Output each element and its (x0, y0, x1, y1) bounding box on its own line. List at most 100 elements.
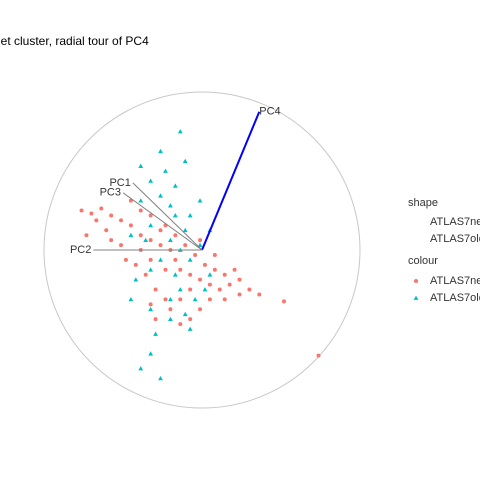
point (138, 198, 144, 203)
point (168, 307, 173, 312)
point (158, 228, 163, 233)
point (182, 311, 188, 317)
point (316, 353, 321, 358)
axis-line (201, 111, 261, 251)
point (104, 228, 109, 233)
point (212, 267, 217, 272)
point (128, 223, 133, 228)
point (168, 237, 173, 243)
chart-title: jet cluster, radial tour of PC4 (0, 34, 149, 48)
point (119, 218, 124, 223)
point (173, 233, 178, 238)
point (163, 168, 168, 173)
point (133, 277, 139, 282)
legend-title: shape (408, 197, 438, 209)
point (109, 213, 114, 218)
point (158, 375, 163, 381)
point (153, 287, 158, 292)
point (178, 297, 183, 302)
point (202, 287, 208, 292)
point (207, 272, 213, 277)
point (413, 295, 419, 300)
point (138, 208, 143, 213)
point (188, 272, 193, 277)
point (222, 297, 227, 302)
point (173, 257, 178, 262)
point (119, 243, 124, 248)
point (222, 272, 227, 277)
point (177, 287, 183, 292)
point (148, 178, 154, 183)
point (232, 267, 237, 272)
point (123, 257, 128, 262)
point (89, 211, 94, 216)
point (79, 208, 84, 213)
point (198, 277, 203, 282)
point (237, 292, 242, 297)
axis-label: PC2 (70, 244, 91, 256)
point (281, 299, 286, 304)
axis-label: PC3 (100, 187, 121, 199)
point (172, 183, 178, 188)
point (193, 252, 198, 257)
axis-line (122, 192, 203, 251)
point (198, 307, 203, 312)
point (168, 296, 173, 302)
legend-label: ATLAS7new (430, 216, 480, 228)
point (163, 297, 168, 302)
tour-circle (43, 91, 361, 409)
point (158, 148, 163, 154)
point (197, 198, 203, 203)
point (188, 287, 193, 292)
point (202, 262, 207, 267)
point (128, 296, 134, 302)
point (187, 213, 193, 218)
point (414, 279, 418, 283)
point (168, 316, 173, 322)
point (148, 351, 154, 356)
point (143, 272, 148, 277)
point (182, 227, 188, 233)
legend-label: ATLAS7old (430, 292, 480, 304)
point (148, 306, 154, 312)
point (158, 243, 163, 248)
point (172, 272, 178, 277)
point (153, 317, 158, 322)
point (148, 257, 153, 262)
point (128, 232, 134, 238)
point (217, 287, 222, 292)
point (148, 302, 153, 307)
point (227, 282, 232, 287)
point (148, 267, 154, 272)
legend-title: colour (408, 255, 438, 267)
point (257, 292, 262, 297)
point (188, 317, 193, 322)
point (138, 366, 144, 371)
point (84, 233, 89, 238)
point (207, 297, 212, 302)
point (187, 326, 193, 331)
point (138, 163, 144, 168)
point (143, 237, 149, 243)
point (187, 257, 193, 262)
point (148, 222, 154, 228)
point (212, 252, 217, 257)
legend-label: ATLAS7old (430, 233, 480, 245)
points (79, 129, 321, 381)
axis-line (132, 182, 203, 251)
point (99, 206, 104, 211)
point (133, 262, 138, 267)
point (197, 242, 203, 247)
point (158, 257, 163, 262)
point (247, 287, 252, 292)
point (178, 267, 183, 272)
point (158, 193, 163, 198)
point (177, 129, 183, 134)
point (138, 233, 143, 238)
axis-label: PC1 (109, 177, 130, 189)
axis-label: PC4 (259, 106, 280, 118)
point (148, 238, 153, 243)
point (182, 158, 188, 164)
point (172, 213, 178, 218)
